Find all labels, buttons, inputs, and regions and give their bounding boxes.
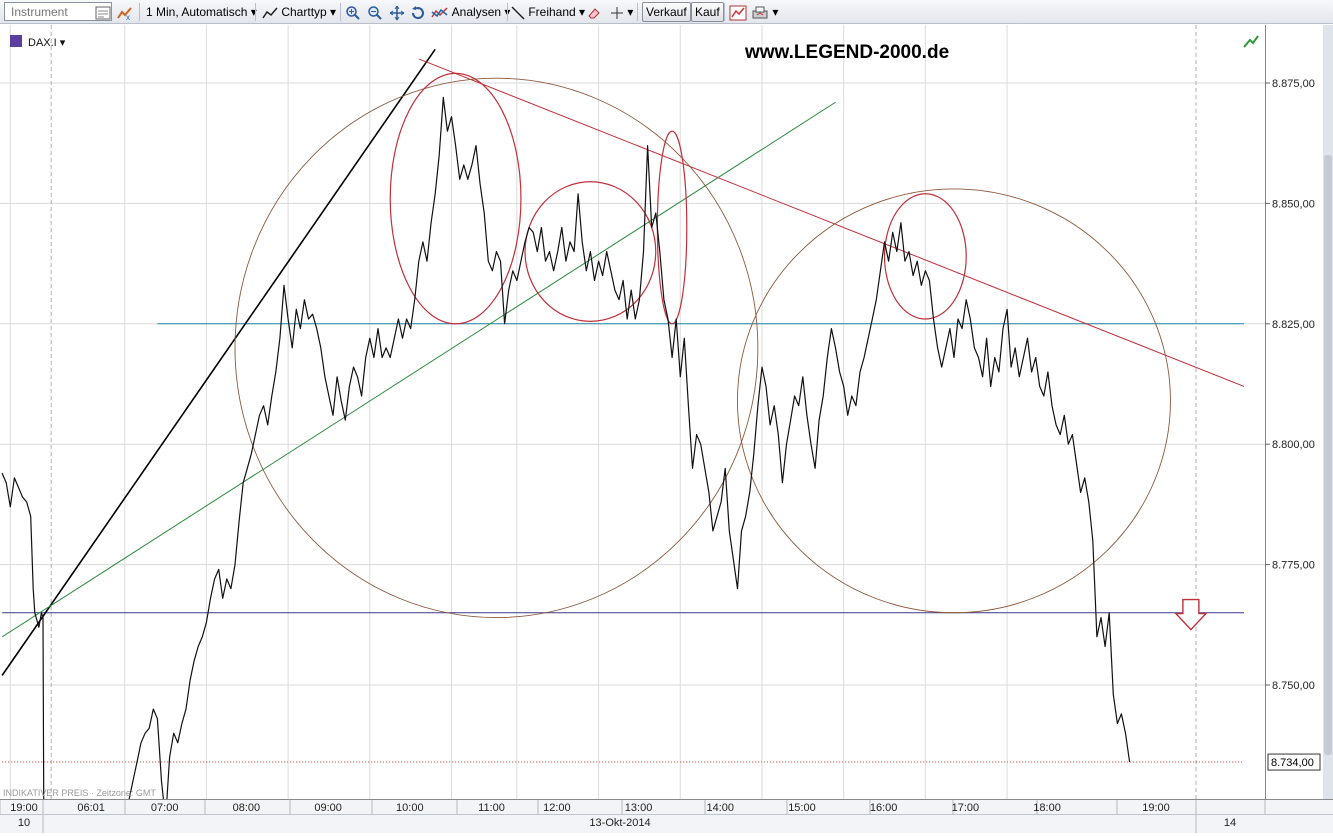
print-icon	[752, 6, 768, 19]
chart-settings-icon[interactable]	[729, 3, 747, 21]
price-line	[1, 96, 1131, 831]
annotation-trendline	[1, 101, 836, 638]
instrument-input[interactable]	[4, 2, 112, 21]
date-label: 13-Okt-2014	[589, 817, 650, 829]
line-chart-icon	[262, 7, 278, 19]
footer-note: INDIKATIVER PREIS · Zeitzone: GMT	[3, 788, 156, 798]
annotation-ellipse	[883, 193, 967, 320]
crosshair-menu[interactable]: ▾	[610, 3, 633, 21]
last-price-box	[1267, 753, 1321, 771]
charttype-menu[interactable]: Charttyp ▾	[262, 3, 336, 21]
y-tick-label: 8.825,00	[1272, 319, 1315, 331]
zoom-out-icon[interactable]	[367, 3, 383, 21]
instrument-lookup-icon[interactable]	[95, 3, 111, 21]
indicator-icon[interactable]: x	[116, 3, 134, 21]
x-tick-label: 10:00	[396, 802, 424, 814]
watermark-text: www.LEGEND-2000.de	[744, 42, 949, 63]
print-menu[interactable]: ▾	[751, 3, 778, 21]
x-tick-label: 19:00	[10, 802, 38, 814]
pan-icon[interactable]	[389, 3, 405, 21]
x-tick-label: 17:00	[952, 802, 980, 814]
verkauf-button[interactable]: Verkauf	[642, 2, 691, 22]
freihand-menu[interactable]: Freihand ▾	[511, 3, 585, 21]
annotation-trendline	[418, 58, 1245, 387]
toolbar: x 1 Min, Automatisch ▾ Charttyp ▾ Analys…	[0, 0, 1333, 24]
y-tick-label: 8.850,00	[1272, 198, 1315, 210]
x-tick-label: 08:00	[233, 802, 261, 814]
x-tick-label: 11:00	[478, 802, 505, 814]
y-axis-panel	[1266, 25, 1333, 799]
interval-select[interactable]: 1 Min, Automatisch ▾	[146, 5, 257, 19]
y-tick-label: 8.750,00	[1272, 680, 1315, 692]
annotation-ellipse	[737, 188, 1171, 614]
x-tick-label: 07:00	[151, 802, 179, 814]
x-tick-label: 12:00	[543, 802, 571, 814]
analysen-menu[interactable]: Analysen ▾	[431, 3, 510, 21]
date-prev-label: 10	[18, 817, 30, 829]
x-tick-label: 14:00	[706, 802, 734, 814]
pen-line-icon	[511, 6, 525, 20]
annotation-ellipse	[524, 181, 657, 322]
x-tick-label: 16:00	[870, 802, 898, 814]
chart-area[interactable]: 8.875,00 8.850,00 8.825,00 8.800,00 8.775,00…	[0, 25, 1333, 833]
trend-up-icon	[1243, 35, 1259, 48]
x-tick-label: 19:00	[1142, 802, 1170, 814]
x-tick-label: 06:01	[77, 802, 105, 814]
kauf-button[interactable]: Kauf	[691, 2, 724, 22]
zoom-in-icon[interactable]	[345, 3, 361, 21]
analysis-icon	[431, 7, 448, 18]
arrow-down-icon	[1174, 598, 1208, 631]
x-tick-label: 15:00	[788, 802, 816, 814]
scrollbar-thumb	[1324, 155, 1332, 755]
y-tick-label: 8.800,00	[1272, 439, 1315, 451]
x-tick-label: 18:00	[1033, 802, 1061, 814]
x-axis-panel	[0, 799, 1333, 833]
reset-icon[interactable]	[410, 3, 426, 21]
x-tick-label: 13:00	[625, 802, 653, 814]
y-tick-label: 8.775,00	[1272, 560, 1315, 572]
y-tick-label: 8.875,00	[1272, 78, 1315, 90]
date-next-label: 14	[1224, 817, 1236, 829]
price-chart[interactable]: 8.875,00 8.850,00 8.825,00 8.800,00 8.775,00…	[0, 25, 1333, 833]
annotation-ellipse	[389, 72, 522, 325]
instrument-label[interactable]: DAX.I ▾	[28, 37, 66, 49]
annotation-ellipse	[234, 77, 759, 619]
x-tick-label: 09:00	[314, 802, 342, 814]
eraser-icon[interactable]	[586, 3, 602, 21]
instrument-icon	[10, 35, 22, 47]
crosshair-icon	[611, 6, 623, 19]
last-price-label: 8.734,00	[1271, 757, 1314, 769]
annotation-trendline	[1, 48, 436, 676]
svg-text:x: x	[126, 13, 130, 21]
annotation-ellipse	[656, 130, 688, 325]
